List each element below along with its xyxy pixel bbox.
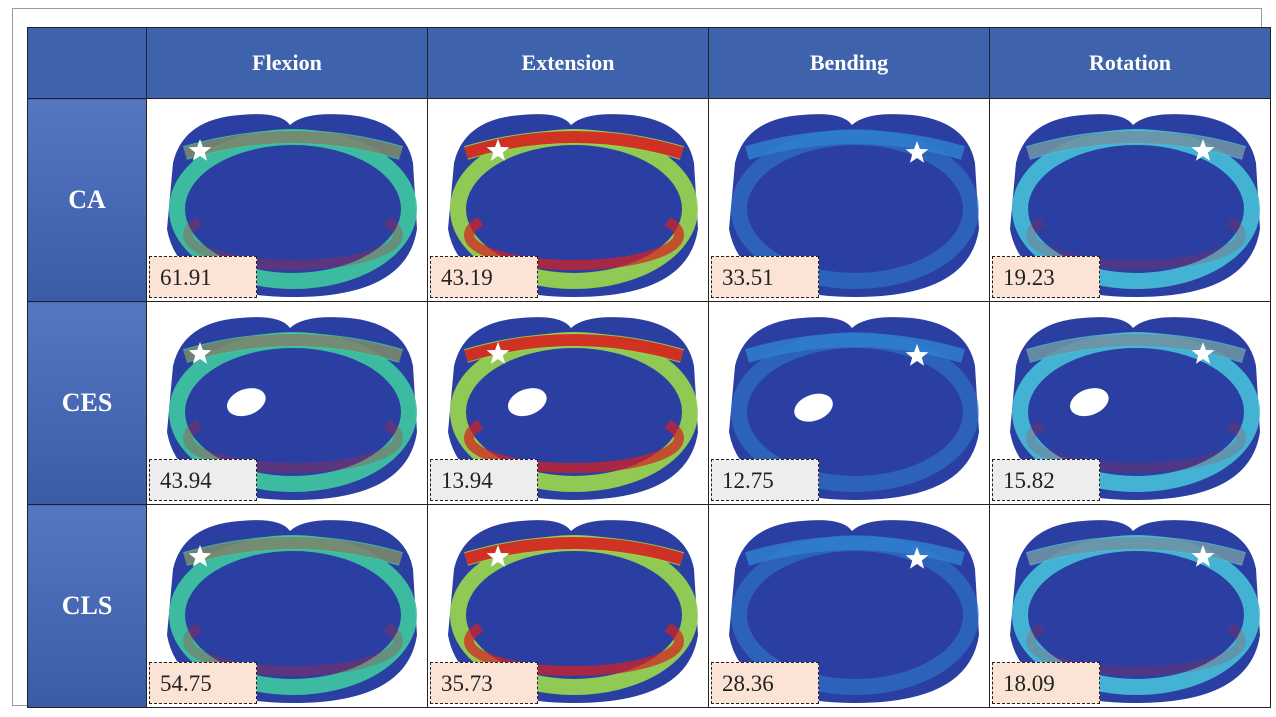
row-label: CA — [28, 99, 147, 302]
table-row: CA 61.91 43.19 33.51 19.23 — [28, 99, 1271, 302]
peak-value: 35.73 — [430, 662, 538, 704]
result-cell: 12.75 — [709, 302, 990, 505]
column-header: Flexion — [147, 28, 428, 99]
column-header: Rotation — [990, 28, 1271, 99]
peak-value: 43.94 — [149, 459, 257, 501]
peak-value: 12.75 — [711, 459, 819, 501]
row-label: CES — [28, 302, 147, 505]
peak-value: 61.91 — [149, 256, 257, 298]
table-row: CLS 54.75 35.73 28.36 18.09 — [28, 505, 1271, 708]
peak-value: 15.82 — [992, 459, 1100, 501]
column-header: Extension — [428, 28, 709, 99]
peak-value: 43.19 — [430, 256, 538, 298]
result-cell: 13.94 — [428, 302, 709, 505]
result-cell: 43.94 — [147, 302, 428, 505]
result-cell: 43.19 — [428, 99, 709, 302]
result-cell: 18.09 — [990, 505, 1271, 708]
peak-value: 33.51 — [711, 256, 819, 298]
peak-value: 18.09 — [992, 662, 1100, 704]
result-cell: 61.91 — [147, 99, 428, 302]
result-cell: 19.23 — [990, 99, 1271, 302]
column-header: Bending — [709, 28, 990, 99]
result-cell: 28.36 — [709, 505, 990, 708]
peak-value: 19.23 — [992, 256, 1100, 298]
peak-value: 13.94 — [430, 459, 538, 501]
result-cell: 15.82 — [990, 302, 1271, 505]
corner-cell — [28, 28, 147, 99]
row-label: CLS — [28, 505, 147, 708]
table-row: CES 43.94 13.94 12.75 15.82 — [28, 302, 1271, 505]
peak-value: 54.75 — [149, 662, 257, 704]
result-cell: 54.75 — [147, 505, 428, 708]
result-cell: 33.51 — [709, 99, 990, 302]
result-cell: 35.73 — [428, 505, 709, 708]
peak-value: 28.36 — [711, 662, 819, 704]
